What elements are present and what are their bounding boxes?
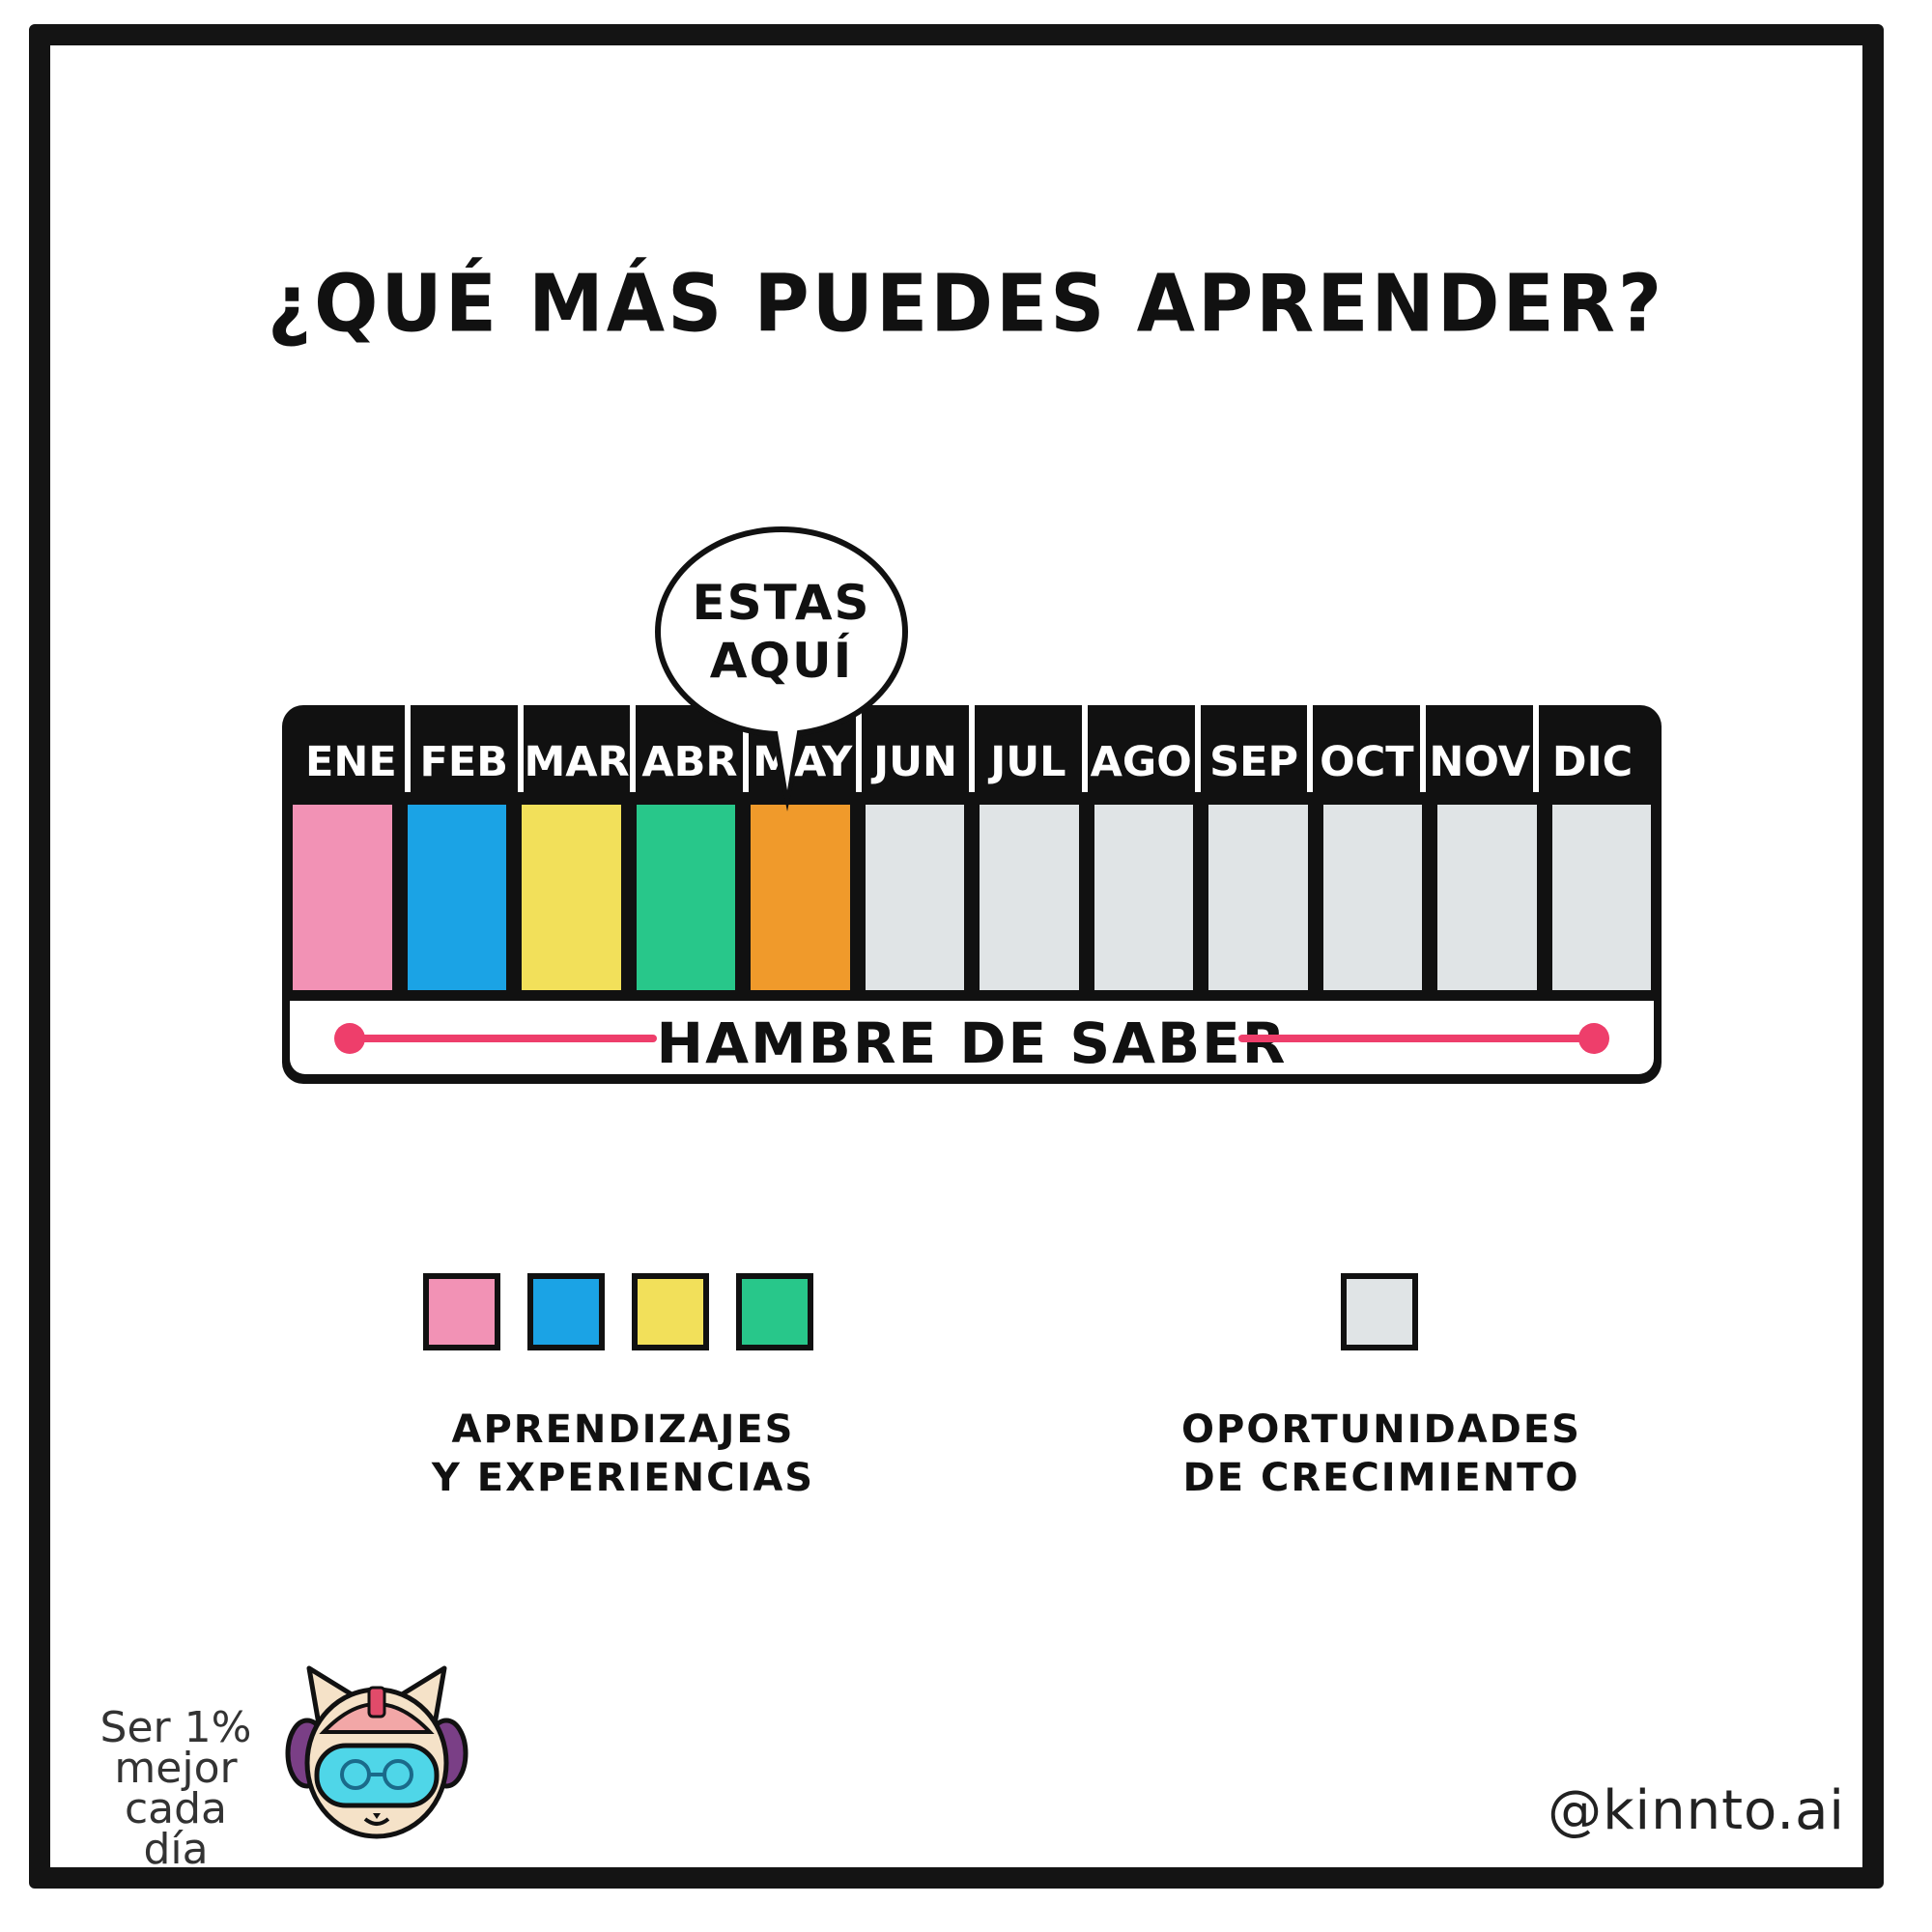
bar-dot-right	[1578, 1023, 1609, 1054]
month-labels: ENE FEB MAR ABR MAY JUN JUL AGO SEP OCT …	[298, 705, 1646, 792]
legend-swatch	[632, 1273, 709, 1350]
bubble-line-2: AQUÍ	[709, 633, 854, 689]
year-calendar: ENE FEB MAR ABR MAY JUN JUL AGO SEP OCT …	[282, 705, 1662, 1084]
month-label: AGO	[1088, 705, 1201, 792]
month-label: SEP	[1201, 705, 1314, 792]
bubble-tail-fill	[777, 726, 798, 790]
month-label: MAR	[524, 705, 637, 792]
bar-line-left	[348, 1035, 657, 1042]
bar-dot-left	[334, 1023, 365, 1054]
page-title: ¿QUÉ MÁS PUEDES APRENDER?	[267, 258, 1665, 351]
bubble-line-1: ESTAS	[692, 575, 871, 631]
month-label: DIC	[1551, 738, 1634, 786]
month-cell	[1206, 802, 1311, 993]
motto-text: Ser 1% mejor cada día	[99, 1703, 252, 1874]
month-label: OCT	[1313, 705, 1427, 792]
month-label: ABR	[636, 705, 750, 792]
hunger-label: HAMBRE DE SABER	[656, 1010, 1288, 1076]
hunger-bar: HAMBRE DE SABER	[290, 1001, 1654, 1076]
month-cells	[290, 802, 1654, 993]
month-cell	[748, 802, 853, 993]
comic-frame	[29, 24, 1884, 1889]
bar-line-right	[1238, 1035, 1596, 1042]
legend-swatch	[736, 1273, 813, 1350]
month-cell	[862, 802, 967, 993]
month-label: JUL	[975, 705, 1088, 792]
legend-swatch	[1341, 1273, 1418, 1350]
month-cell	[1320, 802, 1425, 993]
month-cell	[1091, 802, 1196, 993]
month-label: ENE	[298, 705, 411, 792]
month-label: NOV	[1426, 705, 1540, 792]
month-cell	[519, 802, 624, 993]
month-cell	[977, 802, 1082, 993]
month-label: JUN	[862, 705, 975, 792]
month-cell	[1548, 802, 1654, 993]
month-cell	[1435, 802, 1540, 993]
month-cell	[633, 802, 738, 993]
social-handle: @kinnto.ai	[1548, 1779, 1845, 1842]
month-cell	[404, 802, 509, 993]
legend-opportunities-label: OPORTUNIDADES DE CRECIMIENTO	[1181, 1407, 1581, 1500]
legend-swatch	[527, 1273, 605, 1350]
legend-learnings-label: APRENDIZAJES Y EXPERIENCIAS	[431, 1407, 815, 1500]
you-are-here-bubble: ESTAS AQUÍ	[655, 526, 908, 737]
month-cell	[290, 802, 395, 993]
month-label: FEB	[411, 705, 524, 792]
legend-swatch	[423, 1273, 500, 1350]
cat-astronaut-icon	[285, 1665, 469, 1839]
